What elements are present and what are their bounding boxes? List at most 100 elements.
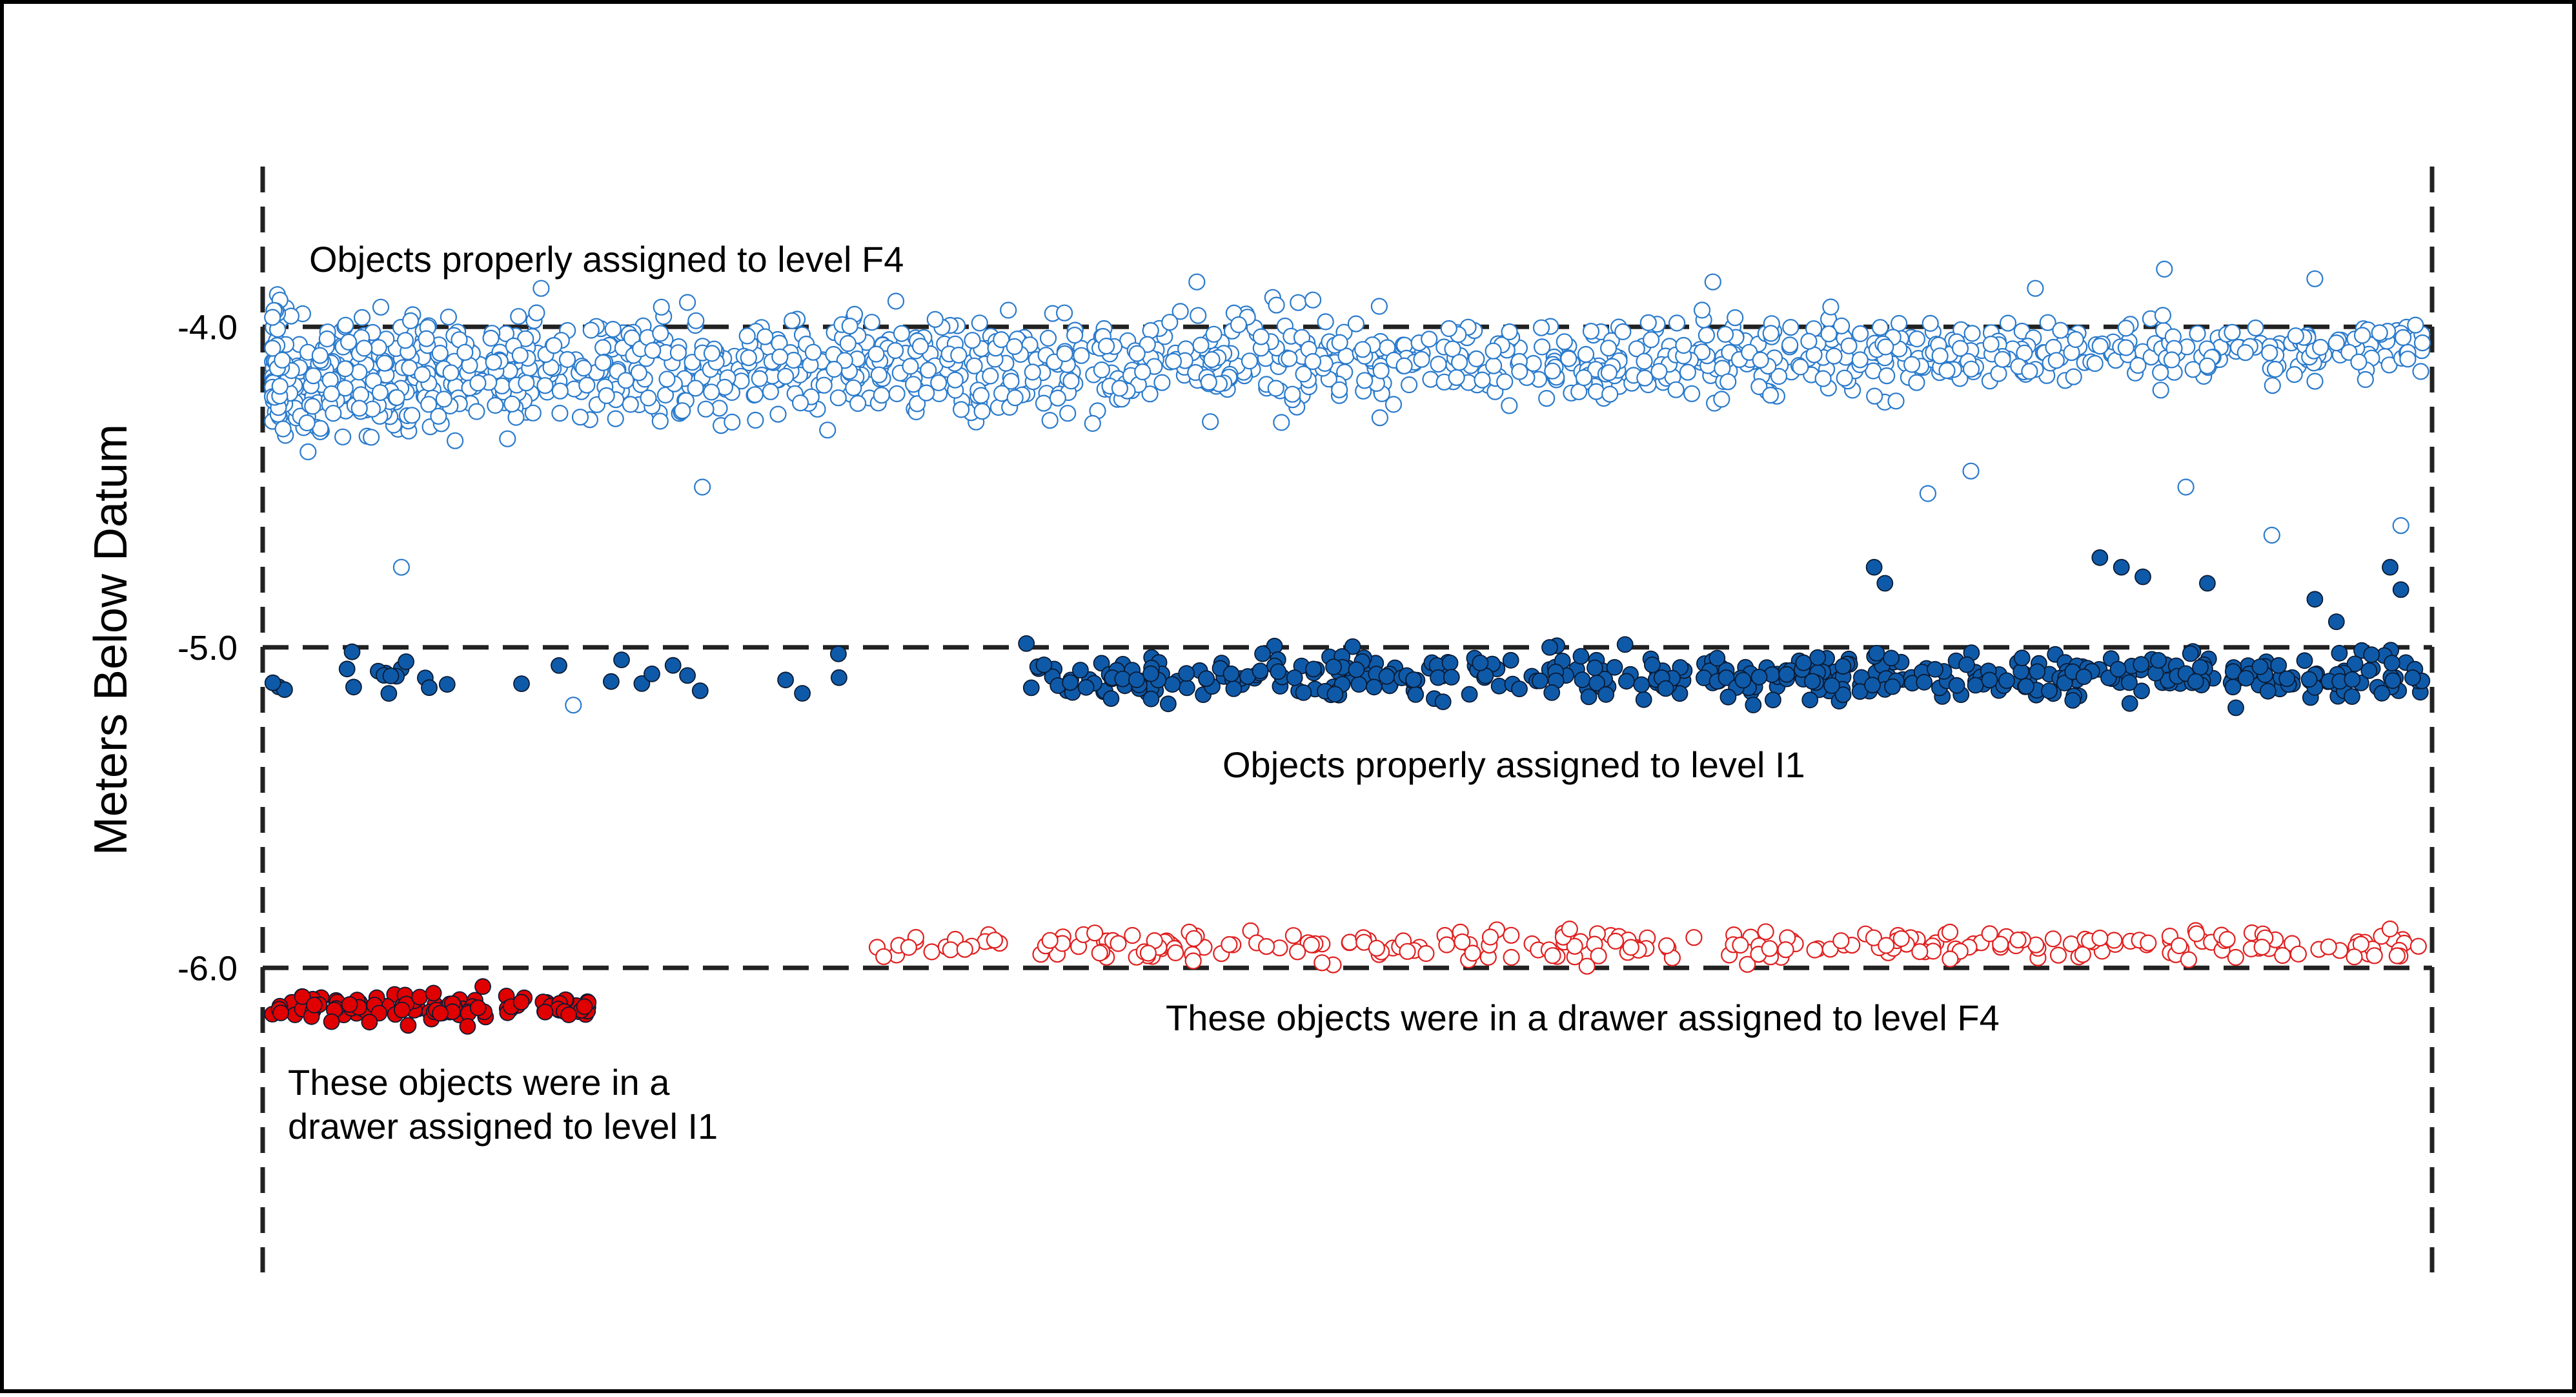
point-f4_correct-670	[1000, 301, 1017, 319]
point-i1_correct-423	[1884, 678, 1902, 695]
point-f4_correct-822	[558, 351, 576, 369]
point-f4_correct-385	[1770, 367, 1788, 385]
point-i1_correct-253	[1434, 693, 1452, 710]
point-f4_correct-1123	[1384, 396, 1403, 413]
point-f4_correct-925	[468, 403, 485, 420]
point-f4_drawer-33	[1503, 948, 1520, 966]
point-f4_correct-1197	[1354, 341, 1372, 358]
point-i1_correct-457	[1254, 645, 1271, 662]
point-f4_correct-1007	[420, 396, 438, 413]
point-i1_correct-333	[1178, 665, 1195, 682]
point-f4_correct-1239	[318, 330, 336, 348]
point-f4_correct-866	[630, 364, 648, 382]
point-f4_correct-914	[2129, 356, 2147, 374]
point-f4_correct-748	[1693, 301, 1711, 319]
point-f4_correct-347	[2306, 372, 2324, 390]
point-f4_drawer-5	[2044, 930, 2062, 948]
point-f4_correct-946	[1317, 313, 1334, 331]
point-i1_correct-392	[2251, 658, 2269, 675]
point-f4_correct-1305	[1601, 385, 1619, 403]
point-f4_correct-1141	[1049, 389, 1066, 407]
point-f4_correct-950	[2350, 353, 2368, 371]
point-f4_correct-57	[1055, 304, 1073, 321]
point-f4_correct-1240	[776, 367, 795, 385]
point-f4_correct-863	[1422, 371, 1439, 388]
point-i1_correct-425	[2109, 660, 2127, 678]
point-f4_drawer-236	[1981, 925, 1998, 943]
point-f4_drawer-197	[1303, 936, 1320, 953]
point-i1_correct-446	[1543, 684, 1561, 701]
point-i1_correct-356	[1286, 669, 1303, 686]
point-f4_correct-1029	[1059, 405, 1077, 422]
point-i1_correct-461	[1472, 655, 1489, 671]
point-f4_correct-1198	[446, 432, 464, 449]
point-f4_drawer-234	[1942, 950, 1959, 968]
point-i1_correct-347	[1718, 669, 1735, 686]
point-f4_correct-1250	[971, 314, 988, 332]
point-f4_correct-579	[1525, 354, 1542, 372]
point-f4_correct-873	[1267, 380, 1284, 397]
point-f4_correct-706	[536, 377, 554, 394]
point-f4_correct-1190	[2184, 361, 2202, 378]
point-f4_correct-1121	[2312, 338, 2329, 356]
point-f4_correct-1103	[1683, 385, 1701, 402]
point-f4_correct-974	[1628, 340, 1645, 358]
point-f4_correct-1344	[1752, 351, 1769, 369]
point-f4_drawer-249	[1777, 941, 1794, 959]
point-i1_correct-367	[1795, 654, 1812, 671]
point-f4_correct-1242	[1230, 316, 1248, 334]
point-f4_correct-1122	[1782, 319, 1800, 336]
point-f4_correct-418	[524, 404, 542, 422]
point-i1_correct-9	[664, 657, 682, 674]
point-f4_correct-652	[282, 307, 299, 325]
point-f4_drawer-240	[2009, 931, 2027, 949]
point-f4_correct-1161	[918, 384, 935, 402]
point-f4_correct-1339	[323, 385, 340, 403]
point-f4_correct-1320	[1111, 380, 1129, 397]
point-f4_correct-754	[1142, 321, 1159, 340]
point-f4_correct-1287	[1451, 354, 1468, 371]
point-i1_correct-405	[1407, 686, 1425, 703]
point-f4_correct-1335	[1331, 334, 1348, 351]
point-f4_correct-1180	[456, 343, 474, 361]
point-f4_correct-1254	[340, 333, 358, 351]
point-i1_correct-443	[2237, 669, 2255, 687]
point-f4_correct-1253	[867, 345, 885, 363]
point-f4_correct-990	[756, 328, 774, 345]
point-f4_correct-199	[607, 410, 624, 427]
point-f4_correct-1337	[1164, 352, 1182, 370]
point-i1_correct-424	[1998, 672, 2015, 689]
point-f4_correct-1192	[1931, 347, 1949, 365]
point-f4_correct-1334	[1356, 372, 1374, 389]
point-f4_correct-1315	[687, 380, 704, 397]
point-f4_correct-466	[2039, 314, 2056, 331]
point-i1_drawer-96	[341, 996, 358, 1013]
point-f4_drawer-251	[1607, 932, 1625, 950]
point-f4_correct-801	[1891, 314, 1908, 332]
point-f4_correct-1105	[1097, 337, 1115, 355]
point-f4_correct-1001	[1372, 362, 1390, 380]
point-f4_correct-1065	[2047, 352, 2065, 369]
point-f4_correct-505	[1190, 307, 1207, 324]
point-i1_correct-430	[1062, 674, 1079, 691]
point-f4_correct-1306	[1205, 325, 1222, 343]
point-i1_correct-30	[1635, 691, 1652, 708]
point-i1_correct-71	[343, 643, 361, 660]
point-i1_correct-385	[644, 666, 660, 682]
point-f4_correct-450	[849, 394, 867, 413]
point-f4_correct-1329	[1675, 336, 1692, 354]
point-f4_correct-1346	[371, 383, 389, 402]
point-f4_correct-986	[1650, 363, 1668, 380]
point-f4_correct-1210	[1161, 314, 1179, 331]
point-f4_drawer-167	[1289, 943, 1306, 961]
point-f4_correct-1195	[1600, 364, 1618, 382]
point-f4_correct-1176	[886, 342, 904, 360]
point-i1_correct-433	[2270, 657, 2287, 674]
point-f4_correct-944	[747, 411, 764, 429]
point-i1_drawer-91	[272, 1004, 289, 1021]
point-f4_correct-79	[1041, 411, 1059, 429]
point-f4_drawer-247	[2091, 929, 2109, 947]
point-i1_drawer-109	[576, 998, 593, 1015]
point-f4_correct-28	[440, 309, 458, 326]
point-f4_correct-1340	[950, 346, 968, 364]
